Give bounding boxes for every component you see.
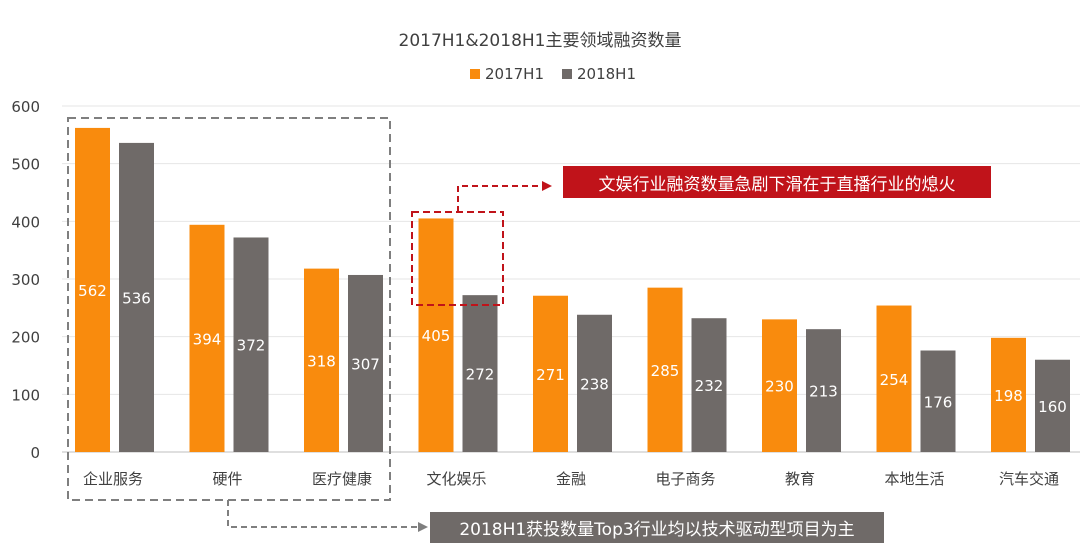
bar-2017h1 [762,319,797,452]
bar-2017h1 [533,295,568,452]
x-tick-label: 企业服务 [83,470,143,488]
bar-2017h1 [647,287,683,452]
top3-arrow-head [418,522,428,532]
data-label: 160 [1038,398,1067,416]
y-tick-label: 500 [11,156,40,174]
bar-2018h1 [577,314,612,452]
bar-2017h1 [991,337,1026,452]
bar-2018h1 [691,318,727,452]
entertainment-arrow-line [457,185,542,212]
bar-2018h1 [806,329,841,452]
data-label: 394 [193,330,222,348]
x-tick-label: 硬件 [212,470,242,488]
x-tick-label: 医疗健康 [312,470,372,488]
legend-item-2018h1: 2018H1 [562,65,636,83]
legend-item-2017h1: 2017H1 [470,65,544,83]
bar-2018h1 [348,274,383,452]
bar-2018h1 [119,142,154,452]
x-tick-label: 文化娱乐 [426,470,486,488]
data-label: 372 [237,337,266,355]
data-label: 405 [422,327,451,345]
y-tick-label: 600 [11,98,40,116]
chart-title: 2017H1&2018H1主要领域融资数量 [398,31,682,51]
y-tick-label: 0 [30,444,40,462]
data-label: 318 [307,352,336,370]
bar-2018h1 [920,350,956,452]
y-tick-label: 100 [11,386,40,404]
data-label: 271 [536,366,565,384]
bar-2017h1 [418,218,454,452]
y-tick-label: 300 [11,271,40,289]
data-label: 232 [695,377,724,395]
legend: 2017H1 2018H1 [470,65,636,83]
annotation-entertainment: 文娱行业融资数量急剧下滑在于直播行业的熄火 [563,166,991,198]
x-tick-label: 金融 [556,470,586,488]
bar-2018h1 [1035,359,1070,452]
data-label: 536 [122,289,151,307]
data-label: 272 [466,366,495,384]
entertainment-arrow-head [542,181,552,191]
data-label: 254 [880,371,909,389]
x-tick-label: 教育 [785,470,815,488]
bar-2017h1 [304,268,339,452]
x-tick-label: 电子商务 [655,470,715,488]
data-label: 198 [994,387,1023,405]
data-label: 562 [78,282,107,300]
bar-2017h1 [75,127,110,452]
data-label: 285 [651,362,680,380]
bar-2018h1 [462,295,498,452]
data-label: 230 [765,378,794,396]
bar-2018h1 [233,237,269,452]
top3-dashed-box [67,117,391,501]
data-label: 176 [924,393,953,411]
y-tick-label: 200 [11,329,40,347]
data-label: 307 [351,355,380,373]
data-label: 213 [809,383,838,401]
top3-arrow-line [227,500,418,528]
bar-2017h1 [189,224,225,452]
x-tick-label: 汽车交通 [999,470,1059,488]
data-label: 238 [580,375,609,393]
bar-2017h1 [876,305,912,452]
y-tick-label: 400 [11,213,40,231]
x-tick-label: 本地生活 [884,470,944,488]
annotation-top3: 2018H1获投数量Top3行业均以技术驱动型项目为主 [430,512,884,543]
